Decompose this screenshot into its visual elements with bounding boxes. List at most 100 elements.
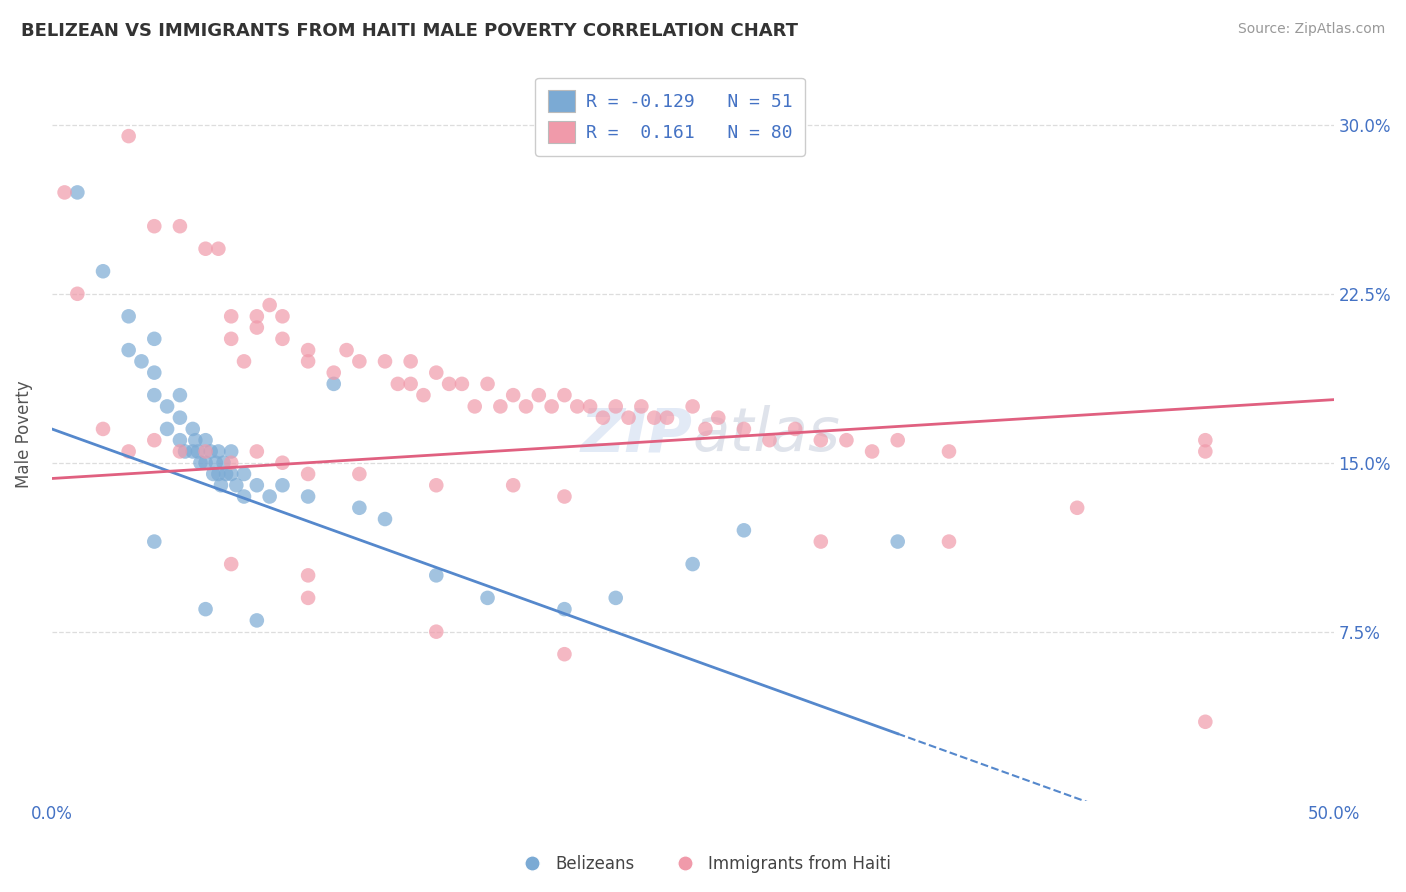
Text: ZIP: ZIP: [581, 405, 693, 464]
Point: [271, 310, 294, 324]
Point: [233, 354, 256, 368]
Point: [1194, 714, 1216, 729]
Point: [156, 422, 179, 436]
Point: [174, 444, 197, 458]
Point: [567, 400, 589, 414]
Point: [91, 264, 114, 278]
Point: [156, 400, 179, 414]
Point: [219, 332, 242, 346]
Point: [246, 310, 269, 324]
Point: [271, 456, 294, 470]
Point: [477, 591, 499, 605]
Point: [643, 410, 665, 425]
Point: [143, 219, 166, 234]
Point: [118, 129, 141, 144]
Point: [246, 614, 269, 628]
Point: [579, 400, 602, 414]
Point: [810, 433, 832, 447]
Point: [374, 512, 396, 526]
Point: [860, 444, 883, 458]
Point: [66, 286, 89, 301]
Point: [169, 444, 191, 458]
Point: [1194, 433, 1216, 447]
Point: [527, 388, 550, 402]
Point: [207, 242, 229, 256]
Point: [425, 568, 447, 582]
Point: [219, 456, 242, 470]
Point: [169, 410, 191, 425]
Point: [143, 534, 166, 549]
Point: [335, 343, 357, 357]
Point: [246, 478, 269, 492]
Point: [630, 400, 652, 414]
Point: [194, 433, 217, 447]
Point: [131, 354, 153, 368]
Point: [322, 376, 344, 391]
Point: [169, 433, 191, 447]
Point: [412, 388, 434, 402]
Point: [886, 433, 908, 447]
Point: [297, 490, 319, 504]
Point: [1194, 444, 1216, 458]
Point: [707, 410, 730, 425]
Point: [489, 400, 512, 414]
Point: [785, 422, 807, 436]
Point: [181, 444, 204, 458]
Point: [219, 444, 242, 458]
Text: atlas: atlas: [693, 405, 841, 464]
Point: [477, 376, 499, 391]
Point: [733, 422, 755, 436]
Point: [219, 310, 242, 324]
Point: [553, 490, 575, 504]
Point: [169, 219, 191, 234]
Point: [425, 624, 447, 639]
Point: [938, 534, 960, 549]
Point: [143, 366, 166, 380]
Point: [297, 591, 319, 605]
Point: [202, 467, 225, 481]
Point: [464, 400, 486, 414]
Legend: R = -0.129   N = 51, R =  0.161   N = 80: R = -0.129 N = 51, R = 0.161 N = 80: [536, 78, 804, 156]
Point: [425, 478, 447, 492]
Point: [143, 332, 166, 346]
Point: [297, 343, 319, 357]
Point: [322, 366, 344, 380]
Point: [212, 456, 235, 470]
Point: [271, 478, 294, 492]
Point: [207, 444, 229, 458]
Point: [194, 242, 217, 256]
Text: BELIZEAN VS IMMIGRANTS FROM HAITI MALE POVERTY CORRELATION CHART: BELIZEAN VS IMMIGRANTS FROM HAITI MALE P…: [21, 22, 799, 40]
Point: [246, 444, 269, 458]
Point: [246, 320, 269, 334]
Point: [655, 410, 678, 425]
Point: [233, 490, 256, 504]
Point: [399, 376, 422, 391]
Point: [349, 500, 371, 515]
Point: [209, 478, 232, 492]
Point: [695, 422, 717, 436]
Point: [605, 400, 627, 414]
Point: [169, 388, 191, 402]
Point: [399, 354, 422, 368]
Point: [184, 433, 207, 447]
Point: [682, 557, 704, 571]
Point: [515, 400, 537, 414]
Point: [349, 354, 371, 368]
Point: [349, 467, 371, 481]
Point: [118, 444, 141, 458]
Point: [181, 422, 204, 436]
Point: [502, 478, 524, 492]
Point: [66, 186, 89, 200]
Point: [143, 388, 166, 402]
Point: [938, 444, 960, 458]
Point: [592, 410, 614, 425]
Point: [810, 534, 832, 549]
Point: [200, 444, 222, 458]
Point: [733, 524, 755, 538]
Point: [374, 354, 396, 368]
Point: [143, 433, 166, 447]
Point: [758, 433, 780, 447]
Point: [259, 298, 281, 312]
Point: [53, 186, 76, 200]
Point: [437, 376, 460, 391]
